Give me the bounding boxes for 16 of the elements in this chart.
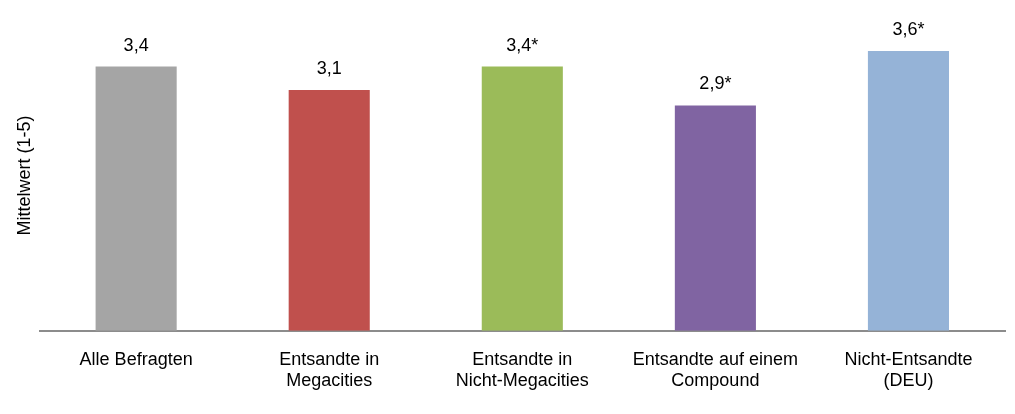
data-label: 3,4* xyxy=(506,34,539,55)
data-label: 3,6* xyxy=(892,19,925,40)
data-label: 2,9* xyxy=(699,73,732,94)
x-tick-label: Entsandte in Nicht-Megacities xyxy=(455,348,589,391)
y-axis-title: Mittelwert (1-5) xyxy=(13,115,34,236)
bar xyxy=(481,66,563,331)
x-tick-label: Alle Befragten xyxy=(79,348,193,369)
bar xyxy=(95,66,177,331)
bar xyxy=(674,105,756,331)
data-label: 3,1 xyxy=(316,57,342,78)
x-tick-label: Entsandte in Megacities xyxy=(279,348,380,391)
x-tick-label: Entsandte auf einem Compound xyxy=(632,348,798,391)
bar xyxy=(867,51,950,331)
x-tick-label: Nicht-Entsandte (DEU) xyxy=(844,348,973,391)
data-label: 3,4 xyxy=(123,34,149,55)
bar xyxy=(288,89,370,331)
